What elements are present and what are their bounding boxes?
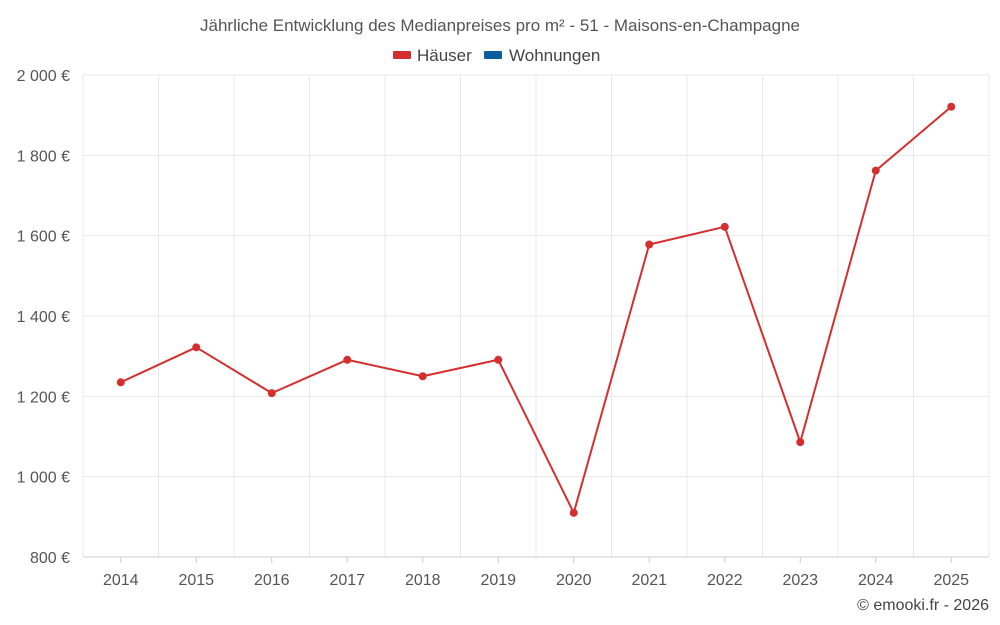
x-tick-label: 2022: [707, 572, 743, 589]
series-line: [120, 105, 952, 514]
y-tick-label: 1 600 €: [17, 229, 70, 246]
data-point-2019[interactable]: [494, 355, 503, 364]
y-tick-label: 1 800 €: [17, 148, 70, 165]
x-tick-label: 2017: [329, 572, 365, 589]
data-point-2018[interactable]: [418, 372, 427, 381]
legend-swatch-haeuser: [393, 51, 411, 59]
x-tick-label: 2025: [933, 572, 969, 589]
x-tick-label: 2015: [178, 572, 214, 589]
x-tick-label: 2019: [480, 572, 516, 589]
x-tick-label: 2014: [103, 572, 139, 589]
y-tick-label: 1 400 €: [17, 309, 70, 326]
y-tick-label: 1 200 €: [17, 389, 70, 406]
x-tick-label: 2023: [782, 572, 818, 589]
data-point-2022[interactable]: [720, 222, 729, 231]
legend-label-haeuser: Häuser: [417, 46, 472, 65]
x-tick-label: 2016: [254, 572, 290, 589]
x-axis: 2014 2015 2016 2017 2018 2019 2020 2021 2022 2023…: [83, 556, 989, 589]
y-tick-label: 800 €: [30, 550, 70, 567]
y-tick-label: 1 000 €: [17, 470, 70, 487]
data-point-2014[interactable]: [116, 378, 125, 387]
data-point-2023[interactable]: [796, 438, 805, 447]
x-tick-label: 2020: [556, 572, 592, 589]
legend-item-haeuser[interactable]: Häuser: [393, 46, 472, 65]
y-tick-label: 2 000 €: [17, 68, 70, 85]
data-point-2025[interactable]: [947, 102, 956, 111]
x-tick-label: 2021: [631, 572, 667, 589]
credit: © emooki.fr - 2026: [857, 597, 989, 614]
chart-title: Jährliche Entwicklung des Medianpreises …: [200, 16, 800, 35]
legend: Häuser Wohnungen: [393, 46, 600, 65]
data-point-2017[interactable]: [343, 355, 352, 364]
data-point-2016[interactable]: [267, 389, 276, 398]
grid: [82, 74, 990, 557]
y-axis: 800 € 1 000 € 1 200 € 1 400 € 1 600 € 1 800 €…: [17, 68, 70, 567]
data-point-2021[interactable]: [645, 240, 654, 249]
x-tick-label: 2018: [405, 572, 441, 589]
data-point-2020[interactable]: [569, 508, 578, 517]
series-haeuser: [116, 102, 956, 517]
data-point-2024[interactable]: [871, 166, 880, 175]
legend-label-wohnungen: Wohnungen: [509, 46, 600, 65]
legend-item-wohnungen[interactable]: Wohnungen: [484, 46, 600, 65]
legend-swatch-wohnungen: [484, 51, 502, 59]
x-tick-label: 2024: [858, 572, 894, 589]
data-point-2015[interactable]: [192, 343, 201, 352]
